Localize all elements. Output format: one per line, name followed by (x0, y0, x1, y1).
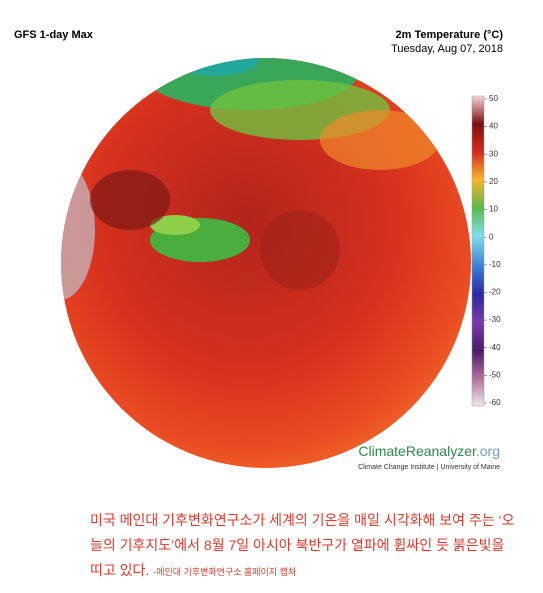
colorbar-tick-label: -60 (489, 398, 501, 407)
colorbar-tick-label: -40 (489, 343, 501, 352)
brand-sub: Climate Change Institute | University of… (358, 464, 500, 471)
brand-name: ClimateReanalyzer (358, 443, 477, 459)
colorbar-tick-label: 40 (489, 122, 498, 131)
caption-line: 미국 메인대 기후변화연구소가 세계의 기온을 매일 시각화해 보여 주는 ‘오 (90, 512, 515, 528)
colorbar (471, 95, 485, 407)
colorbar-tick-label: 10 (489, 205, 498, 214)
colorbar-tick-label: -20 (489, 288, 501, 297)
colorbar-tick-label: 20 (489, 177, 498, 186)
brand: ClimateReanalyzer.org (358, 443, 500, 459)
caption-line: 띠고 있다. -메인대 기후변화연구소 홈페이지 캡처 (90, 560, 296, 580)
colorbar-tick-label: -10 (489, 260, 501, 269)
map-date: Tuesday, Aug 07, 2018 (391, 43, 503, 55)
colorbar-tick-label: 30 (489, 149, 498, 158)
colorbar-tick-label: 50 (489, 94, 498, 103)
globe-features (61, 58, 440, 300)
colorbar-tick-label: -30 (489, 315, 501, 324)
caption-text: 띠고 있다. (90, 562, 150, 578)
brand-domain: .org (476, 443, 500, 459)
map-figure: GFS 1-day Max 2m Temperature (°C) Tuesda… (14, 29, 504, 471)
map-title: 2m Temperature (°C) (396, 29, 504, 41)
colorbar-tick-label: 0 (489, 232, 494, 241)
colorbar-tick-label: -50 (489, 370, 501, 379)
model-label: GFS 1-day Max (14, 29, 94, 41)
caption-credit: -메인대 기후변화연구소 홈페이지 캡처 (153, 567, 297, 577)
colorbar-ticks: 50 40 30 20 10 0 -10 -20 -30 -40 -50 -60 (484, 94, 501, 407)
caption-line: 늘의 기후지도’에서 8월 7일 아시아 북반구가 열파에 휩싸인 듯 붉은빛을 (90, 537, 505, 553)
